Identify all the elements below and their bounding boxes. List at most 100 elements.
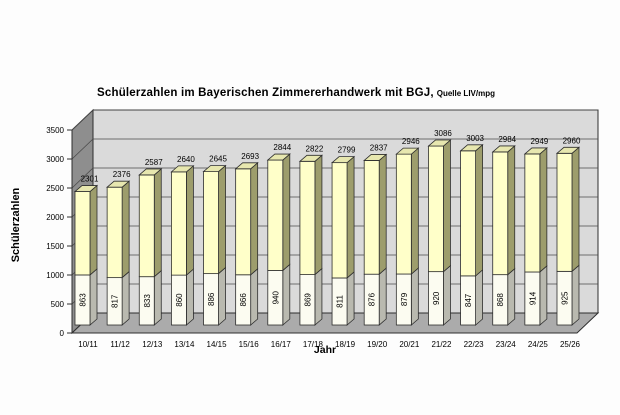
segment-value-label: 914 [528, 291, 537, 305]
bar-10-11: 863 2301 10/11 [73, 175, 99, 349]
y-tick-label: 2500 [46, 184, 64, 193]
bar-top-face [363, 154, 388, 161]
bar-top-side [218, 164, 226, 275]
x-tick-label: 21/22 [431, 340, 452, 349]
segment-value-label: 876 [368, 292, 377, 306]
bar-11-12: 817 2376 11/12 [106, 170, 131, 349]
bar-bottom-side [218, 266, 226, 326]
bar-top-side [185, 165, 194, 276]
total-label: 2693 [241, 152, 259, 161]
bar-top-face [266, 153, 291, 161]
total-label: 2301 [81, 175, 99, 184]
total-label: 2587 [145, 158, 163, 167]
total-label: 2376 [113, 170, 131, 179]
total-label: 2946 [402, 137, 420, 146]
bar-top-front [363, 160, 380, 275]
bar-13-14: 860 2640 13/14 [170, 155, 195, 349]
bar-top-front [235, 168, 252, 276]
y-tick-label: 1500 [46, 242, 64, 251]
bar-bottom-side [89, 268, 98, 326]
bar-25-26: 925 2960 25/26 [555, 136, 581, 349]
segment-value-label: 879 [400, 292, 409, 306]
x-tick-label: 11/12 [110, 340, 130, 349]
x-tick-label: 23/24 [496, 340, 517, 349]
bar-bottom-side [346, 271, 355, 326]
bar-17-18: 869 2822 17/18 [298, 144, 324, 349]
x-tick-label: 12/13 [142, 340, 163, 349]
total-label: 3003 [466, 134, 484, 143]
bar-top-front [460, 150, 476, 277]
segment-value-label: 817 [111, 294, 120, 308]
segment-value-label: 920 [432, 291, 441, 305]
bar-22-23: 847 3003 22/23 [459, 134, 485, 349]
x-tick-label: 20/21 [399, 340, 420, 349]
total-label: 2640 [177, 155, 195, 164]
x-axis-title: Jahr [313, 344, 337, 356]
segment-value-label: 866 [239, 293, 248, 307]
x-tick-label: 25/26 [560, 340, 581, 349]
total-label: 2844 [273, 143, 291, 152]
x-tick-label: 13/14 [174, 340, 195, 349]
bar-21-22: 920 3086 21/22 [427, 129, 452, 349]
total-label: 2822 [306, 144, 324, 153]
bar-top-front [428, 145, 444, 273]
bar-top-front [203, 171, 219, 275]
bar-top-face [555, 146, 581, 154]
gridline-sidewall [71, 109, 94, 131]
segment-value-label: 847 [464, 293, 473, 307]
bar-top-side [121, 180, 130, 279]
gridline-sidewall [71, 138, 94, 160]
total-label: 2799 [338, 146, 356, 155]
x-tick-label: 19/20 [367, 340, 388, 349]
bar-top-front [170, 171, 187, 276]
segment-value-label: 886 [207, 292, 216, 306]
bar-18-19: 811 2799 18/19 [330, 146, 356, 349]
bar-top-side [475, 143, 483, 277]
bar-bottom-side [250, 267, 259, 326]
bar-top-side [378, 153, 387, 276]
total-label: 2949 [530, 137, 548, 146]
y-tick-label: 2000 [46, 213, 64, 222]
bar-bottom-side [539, 265, 548, 326]
bar-top-face [234, 162, 259, 170]
bar-bottom-side [121, 270, 130, 326]
bar-bottom-side [410, 267, 419, 326]
bar-top-face [491, 145, 516, 153]
x-tick-label: 10/11 [78, 340, 98, 349]
chart-source-note: Quelle LIV/mpg [436, 89, 495, 98]
x-tick-label: 17/18 [303, 340, 324, 349]
bar-top-side [282, 153, 291, 272]
segment-value-label: 940 [271, 291, 280, 305]
bar-24-25: 914 2949 24/25 [523, 137, 549, 349]
bar-bottom-side [282, 263, 291, 326]
bar-top-side [250, 161, 259, 276]
bar-top-front [395, 153, 412, 275]
bar-23-24: 868 2984 23/24 [491, 135, 517, 349]
bar-bottom-side [571, 264, 580, 326]
segment-value-label: 860 [175, 293, 184, 307]
bar-top-front [74, 191, 91, 276]
bar-top-face [523, 147, 548, 155]
bar-top-front [524, 153, 541, 273]
y-tick-label: 3500 [46, 126, 64, 135]
segment-value-label: 869 [303, 293, 312, 307]
bar-top-side [571, 146, 580, 273]
bar-bottom-side [185, 268, 194, 326]
y-tick-label: 1000 [46, 271, 64, 280]
bar-bottom-side [443, 264, 451, 326]
bar-top-face [106, 180, 131, 188]
gridline-sidewall [71, 167, 94, 189]
bar-top-side [153, 168, 162, 278]
bar-top-side [89, 184, 98, 276]
bar-top-face [138, 168, 163, 176]
bar-top-face [170, 165, 195, 173]
segment-value-label: 925 [560, 291, 569, 305]
bar-top-face [73, 185, 99, 192]
total-label: 3086 [434, 129, 452, 138]
bar-top-side [314, 154, 323, 276]
total-label: 2960 [563, 136, 581, 145]
x-tick-label: 22/23 [464, 340, 485, 349]
segment-value-label: 833 [143, 294, 152, 308]
